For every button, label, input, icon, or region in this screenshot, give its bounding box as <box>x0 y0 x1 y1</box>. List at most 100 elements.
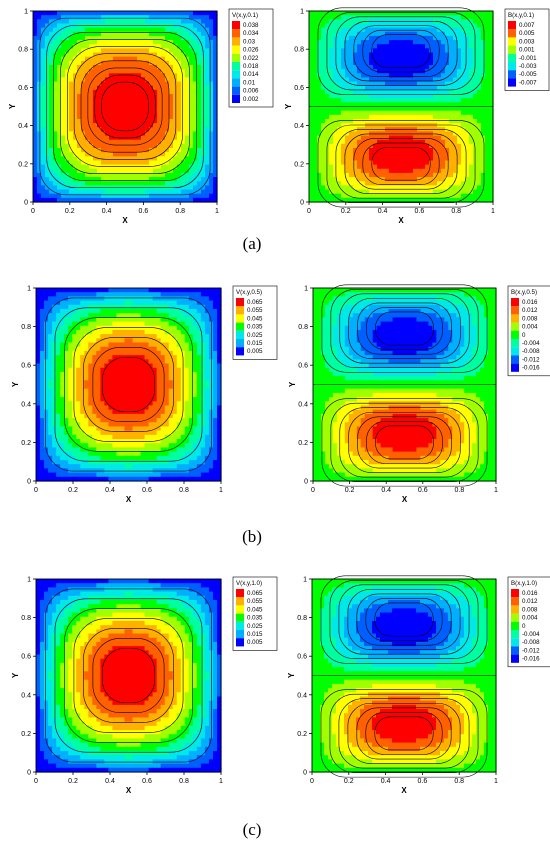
contour-cell <box>329 82 334 87</box>
contour-cell <box>149 94 154 99</box>
contour-cell <box>129 123 134 128</box>
contour-cell <box>389 152 394 157</box>
contour-cell <box>145 190 150 195</box>
contour-cell <box>205 53 210 58</box>
contour-cell <box>197 53 202 58</box>
contour-cell <box>89 102 94 107</box>
contour-cell <box>69 28 74 33</box>
contour-cell <box>141 144 146 149</box>
contour-cell <box>309 173 314 178</box>
contour-cell <box>205 190 210 195</box>
contour-cell <box>401 15 406 20</box>
contour-cell <box>205 334 210 339</box>
contour-cell <box>72 292 77 297</box>
contour-cell <box>104 292 109 297</box>
contour-cell <box>36 313 41 318</box>
contour-cell <box>60 309 65 314</box>
contour-cell <box>48 313 53 318</box>
contour-cell <box>181 334 186 339</box>
contour-cell <box>177 190 182 195</box>
contour-cell <box>69 169 74 174</box>
contour-cell <box>141 111 146 116</box>
contour-cell <box>153 11 158 16</box>
contour-cell <box>33 19 38 24</box>
contour-cell <box>361 160 366 165</box>
contour-cell <box>337 136 342 141</box>
contour-cell <box>421 169 426 174</box>
contour-cell <box>193 309 198 314</box>
contour-cell <box>157 15 162 20</box>
contour-cell <box>65 44 70 49</box>
legend-label: 0.003 <box>519 38 535 45</box>
contour-cell <box>357 194 362 199</box>
contour-cell <box>313 23 318 28</box>
contour-cell <box>469 185 474 190</box>
contour-cell <box>57 40 62 45</box>
contour-cell <box>69 115 74 120</box>
contour-cell <box>413 177 418 182</box>
contour-cell <box>481 107 486 112</box>
contour-cell <box>124 330 129 335</box>
contour-cell <box>181 19 186 24</box>
contour-cell <box>421 156 426 161</box>
contour-cell <box>457 69 462 74</box>
contour-cell <box>437 94 442 99</box>
contour-cell <box>149 36 154 41</box>
contour-cell <box>417 11 422 16</box>
contour-cell <box>125 15 130 20</box>
contour-cell <box>481 40 486 45</box>
contour-cell <box>449 48 454 53</box>
contour-cell <box>325 131 330 136</box>
contour-cell <box>441 36 446 41</box>
contour-cell <box>69 53 74 58</box>
contour-cell <box>77 28 82 33</box>
contour-cell <box>81 44 86 49</box>
contour-cell <box>413 98 418 103</box>
contour-cell <box>465 11 470 16</box>
contour-cell <box>81 73 86 78</box>
contour-cell <box>108 334 113 339</box>
contour-cell <box>197 119 202 124</box>
contour-cell <box>337 57 342 62</box>
contour-cell <box>425 160 430 165</box>
contour-cell <box>137 165 142 170</box>
contour-cell <box>381 98 386 103</box>
contour-cell <box>461 148 466 153</box>
contour-cell <box>381 181 386 186</box>
contour-cell <box>121 98 126 103</box>
contour-cell <box>149 102 154 107</box>
contour-cell <box>141 194 146 199</box>
contour-cell <box>389 40 394 45</box>
contour-cell <box>125 160 130 165</box>
contour-cell <box>109 94 114 99</box>
contour-cell <box>193 185 198 190</box>
contour-cell <box>89 190 94 195</box>
contour-cell <box>205 322 210 327</box>
contour-cell <box>313 65 318 70</box>
contour-cell <box>49 61 54 66</box>
contour-cell <box>133 296 138 301</box>
contour-cell <box>145 144 150 149</box>
contour-cell <box>157 148 162 153</box>
contour-cell <box>177 19 182 24</box>
contour-cell <box>112 338 117 343</box>
contour-cell <box>465 181 470 186</box>
contour-cell <box>313 115 318 120</box>
contour-cell <box>465 82 470 87</box>
contour-cell <box>321 57 326 62</box>
contour-cell <box>169 127 174 132</box>
contour-cell <box>169 343 174 348</box>
contour-cell <box>45 15 50 20</box>
contour-cell <box>461 77 466 82</box>
contour-cell <box>449 44 454 49</box>
contour-cell <box>129 177 134 182</box>
contour-cell <box>169 15 174 20</box>
contour-cell <box>61 169 66 174</box>
contour-cell <box>161 23 166 28</box>
contour-cell <box>121 36 126 41</box>
contour-cell <box>57 156 62 161</box>
contour-cell <box>157 338 162 343</box>
contour-cell <box>193 82 198 87</box>
contour-cell <box>445 160 450 165</box>
contour-cell <box>453 73 458 78</box>
